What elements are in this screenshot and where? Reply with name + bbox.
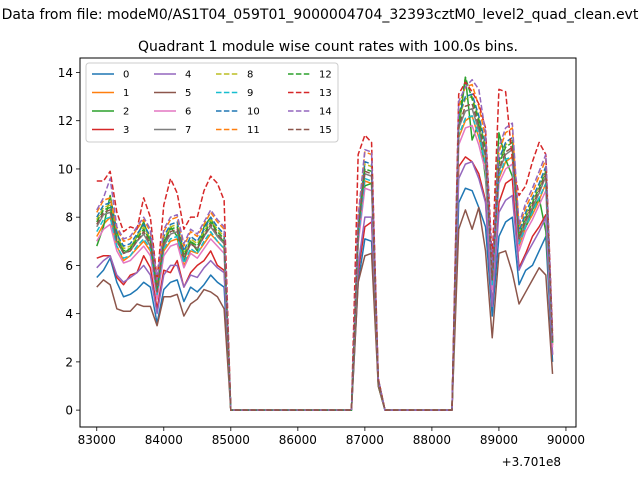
x-tick-label: 88000 [413,433,451,447]
x-tick-label: 85000 [212,433,250,447]
y-tick-label: 8 [65,211,73,225]
series-line-15 [96,103,554,411]
legend-label-0: 0 [123,70,129,81]
y-tick-label: 6 [65,259,73,273]
x-tick-label: 87000 [346,433,384,447]
legend-label-6: 6 [185,107,191,118]
plot-lines [96,76,554,411]
chart-suptitle: Data from file: modeM0/AS1T04_059T01_900… [2,7,639,23]
legend-label-13: 13 [319,88,332,99]
legend-label-3: 3 [123,125,129,136]
legend-label-14: 14 [319,107,332,118]
y-tick-label: 12 [58,114,73,128]
legend-label-1: 1 [123,88,129,99]
plot-frame [79,57,577,428]
legend-label-5: 5 [185,88,191,99]
x-tick-label: 89000 [480,433,518,447]
y-tick-label: 0 [65,404,73,418]
legend-label-15: 15 [319,125,332,136]
legend-label-11: 11 [247,125,260,136]
chart-title: Quadrant 1 module wise count rates with … [138,39,518,55]
x-tick-label: 86000 [279,433,317,447]
legend-label-10: 10 [247,107,260,118]
y-tick-label: 10 [58,162,73,176]
legend-label-12: 12 [319,70,332,81]
x-tick-label: 84000 [145,433,183,447]
legend-label-2: 2 [123,107,129,118]
y-tick-label: 4 [65,307,73,321]
axes: 83000 84000 85000 86000 87000 88000 89000 90000… [58,66,585,447]
y-tick-label: 14 [58,66,73,80]
x-tick-label: 83000 [78,433,116,447]
y-tick-label: 2 [65,355,73,369]
x-tick-label: 90000 [547,433,585,447]
legend-label-9: 9 [247,88,253,99]
legend-label-8: 8 [247,70,253,81]
x-offset-label: +3.701e8 [502,455,561,469]
legend-label-7: 7 [185,125,191,136]
legend-box [85,62,339,143]
legend-label-4: 4 [185,70,191,81]
